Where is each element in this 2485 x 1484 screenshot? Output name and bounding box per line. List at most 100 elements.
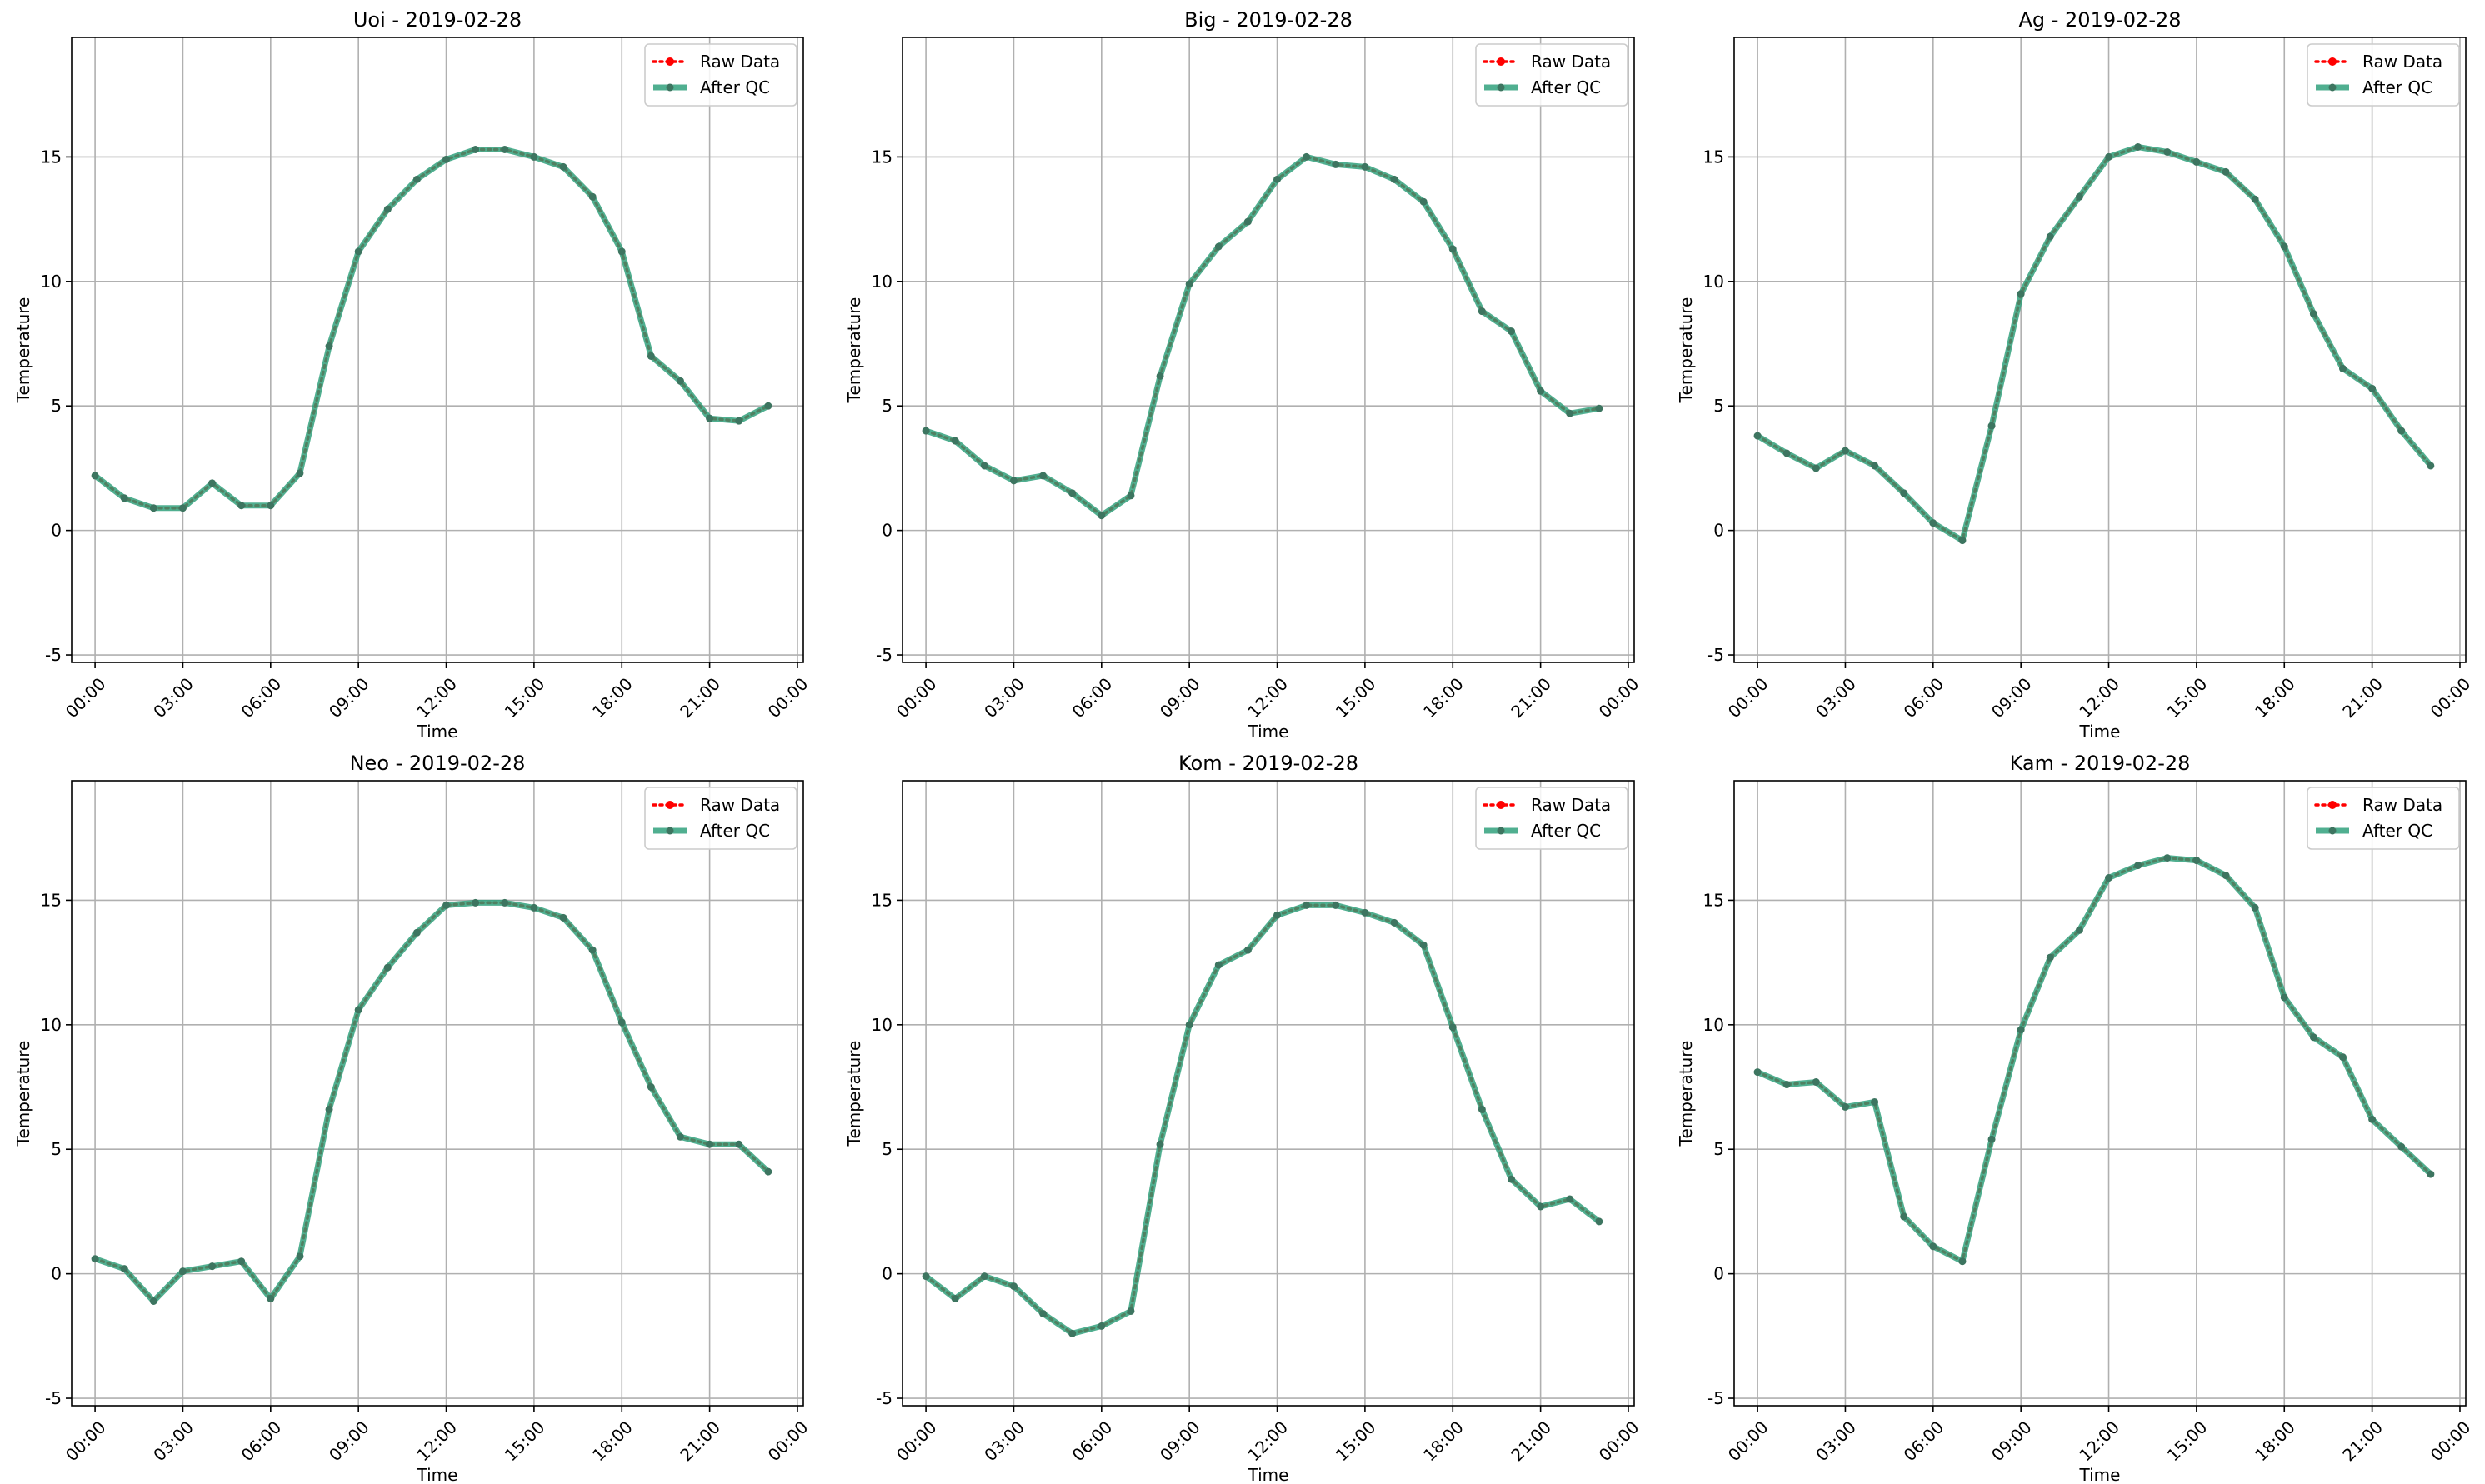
data-point	[922, 427, 930, 435]
legend-label-raw-data: Raw Data	[2362, 52, 2442, 72]
data-points	[1753, 854, 2435, 1266]
data-point	[2309, 1033, 2318, 1042]
x-tick-label: 06:00	[1900, 1417, 1948, 1466]
data-point	[2368, 1115, 2377, 1123]
x-tick-label: 21:00	[2338, 1417, 2387, 1466]
axes-frame	[1733, 780, 2467, 1407]
data-point	[1753, 432, 1762, 440]
series-line-after-qc	[923, 902, 1602, 1337]
data-point	[120, 1265, 128, 1273]
data-point	[501, 145, 509, 153]
x-tick-label: 03:00	[980, 1417, 1028, 1466]
x-tick-label: 00:00	[2427, 674, 2475, 722]
subplot-title: Ag - 2019-02-28	[2018, 8, 2181, 32]
data-point	[764, 402, 772, 410]
y-tick-label: 0	[1713, 521, 1724, 541]
data-point	[472, 898, 480, 907]
data-point	[1537, 387, 1545, 395]
data-point	[2427, 1170, 2435, 1178]
data-point	[472, 145, 480, 153]
data-point	[1478, 1105, 1486, 1113]
data-point	[2075, 192, 2083, 201]
data-point	[442, 901, 451, 909]
data-point	[2338, 1053, 2347, 1062]
data-point	[559, 162, 568, 171]
y-tick-label: 10	[872, 272, 892, 292]
data-point	[1039, 1309, 1048, 1317]
subplot-title: Neo - 2019-02-28	[350, 752, 526, 775]
data-point	[1361, 162, 1369, 171]
legend: Raw Data After QC	[644, 787, 798, 850]
data-point	[1419, 941, 1428, 949]
series-line-raw-data	[93, 901, 770, 1304]
subplot-2: 00:00 03:00 06:00 09:00 12:00 15:00 18:00 21:00…	[844, 8, 1642, 742]
y-tick-label: 15	[872, 890, 892, 910]
data-point	[1929, 1242, 1938, 1251]
legend-label-raw-data: Raw Data	[700, 52, 780, 72]
legend-marker-raw-data	[666, 57, 674, 66]
data-point	[1390, 918, 1398, 927]
data-point	[1302, 901, 1311, 909]
data-point	[91, 1255, 99, 1263]
x-tick-label: 00:00	[1595, 674, 1643, 722]
data-point	[1566, 1195, 1574, 1203]
data-point	[1812, 464, 1820, 472]
data-point	[2075, 926, 2083, 934]
x-tick-label: 12:00	[412, 674, 461, 722]
y-axis-label: Temperature	[1676, 297, 1696, 404]
x-tick-label: 12:00	[1243, 674, 1292, 722]
data-point	[1185, 1021, 1193, 1029]
data-point	[951, 437, 959, 445]
data-point	[1127, 492, 1135, 500]
y-tick-label: -5	[876, 645, 892, 665]
data-point	[1958, 1257, 1967, 1266]
grid	[902, 781, 1634, 1406]
legend: Raw Data After QC	[2307, 787, 2460, 850]
x-tick-label: 09:00	[325, 1417, 373, 1466]
y-tick-label: 15	[1703, 890, 1724, 910]
data-point	[2338, 364, 2347, 372]
data-point	[1900, 1212, 1908, 1221]
data-point	[1332, 160, 1340, 168]
x-tick-label: 00:00	[1724, 674, 1772, 722]
data-point	[1841, 447, 1849, 455]
data-point	[412, 928, 421, 937]
series-line-after-qc	[924, 153, 1600, 519]
x-tick-label: 21:00	[676, 674, 724, 722]
legend-label-after-qc: After QC	[2362, 821, 2432, 841]
series-line-raw-data	[924, 903, 1601, 1336]
subplot-title: Uoi - 2019-02-28	[353, 8, 522, 32]
x-axis-label: Time	[417, 1465, 458, 1484]
x-tick-label: 15:00	[2163, 1417, 2212, 1466]
data-point	[980, 1272, 988, 1281]
grid	[902, 37, 1634, 662]
x-tick-label: 12:00	[412, 1417, 461, 1466]
axes-frame	[71, 780, 804, 1407]
y-tick-label: -5	[1708, 645, 1724, 665]
data-point	[1566, 409, 1574, 417]
data-point	[1841, 1102, 1849, 1111]
y-tick-label: 5	[51, 396, 62, 416]
x-tick-label: 18:00	[2251, 1417, 2299, 1466]
x-tick-label: 15:00	[2163, 674, 2212, 722]
data-point	[2222, 167, 2230, 176]
subplot-title: Kom - 2019-02-28	[1178, 752, 1358, 775]
y-tick-label: 5	[882, 1139, 892, 1159]
data-point	[149, 1297, 158, 1306]
data-point	[2280, 242, 2288, 251]
x-tick-label: 00:00	[764, 674, 812, 722]
data-point	[706, 1140, 714, 1148]
data-point	[1958, 537, 1967, 545]
data-point	[2046, 953, 2054, 962]
legend-marker-raw-data	[2328, 57, 2337, 66]
data-point	[588, 192, 597, 201]
y-tick-label: 15	[872, 147, 892, 167]
data-point	[1537, 1202, 1545, 1211]
data-point	[922, 1272, 930, 1281]
legend-label-after-qc: After QC	[2362, 77, 2432, 97]
y-tick-label: 10	[1703, 1015, 1724, 1035]
y-axis-label: Temperature	[1676, 1041, 1696, 1147]
series-line-raw-data	[924, 155, 1601, 517]
subplot-6: 00:00 03:00 06:00 09:00 12:00 15:00 18:00 21:00…	[1676, 752, 2474, 1484]
